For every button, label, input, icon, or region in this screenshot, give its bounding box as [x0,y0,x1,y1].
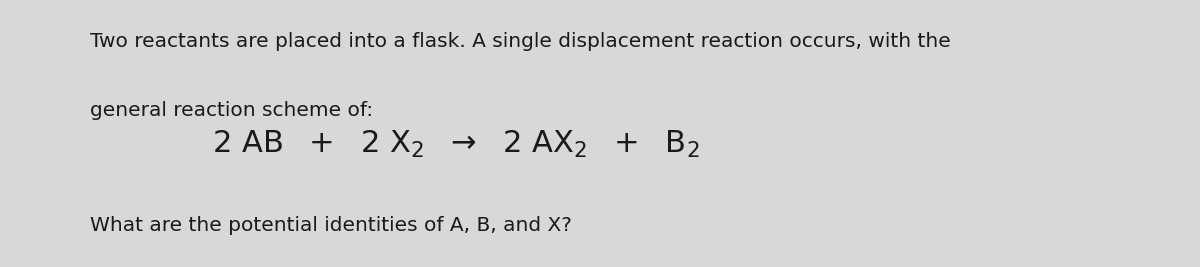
Text: What are the potential identities of A, B, and X?: What are the potential identities of A, … [90,216,572,235]
Text: general reaction scheme of:: general reaction scheme of: [90,101,373,120]
Text: $\mathrm{2\ AB\ \ +\ \ 2\ X_2\ \ \rightarrow\ \ 2\ AX_2\ \ +\ \ B_2}$: $\mathrm{2\ AB\ \ +\ \ 2\ X_2\ \ \righta… [212,129,700,160]
Text: Two reactants are placed into a flask. A single displacement reaction occurs, wi: Two reactants are placed into a flask. A… [90,32,950,51]
